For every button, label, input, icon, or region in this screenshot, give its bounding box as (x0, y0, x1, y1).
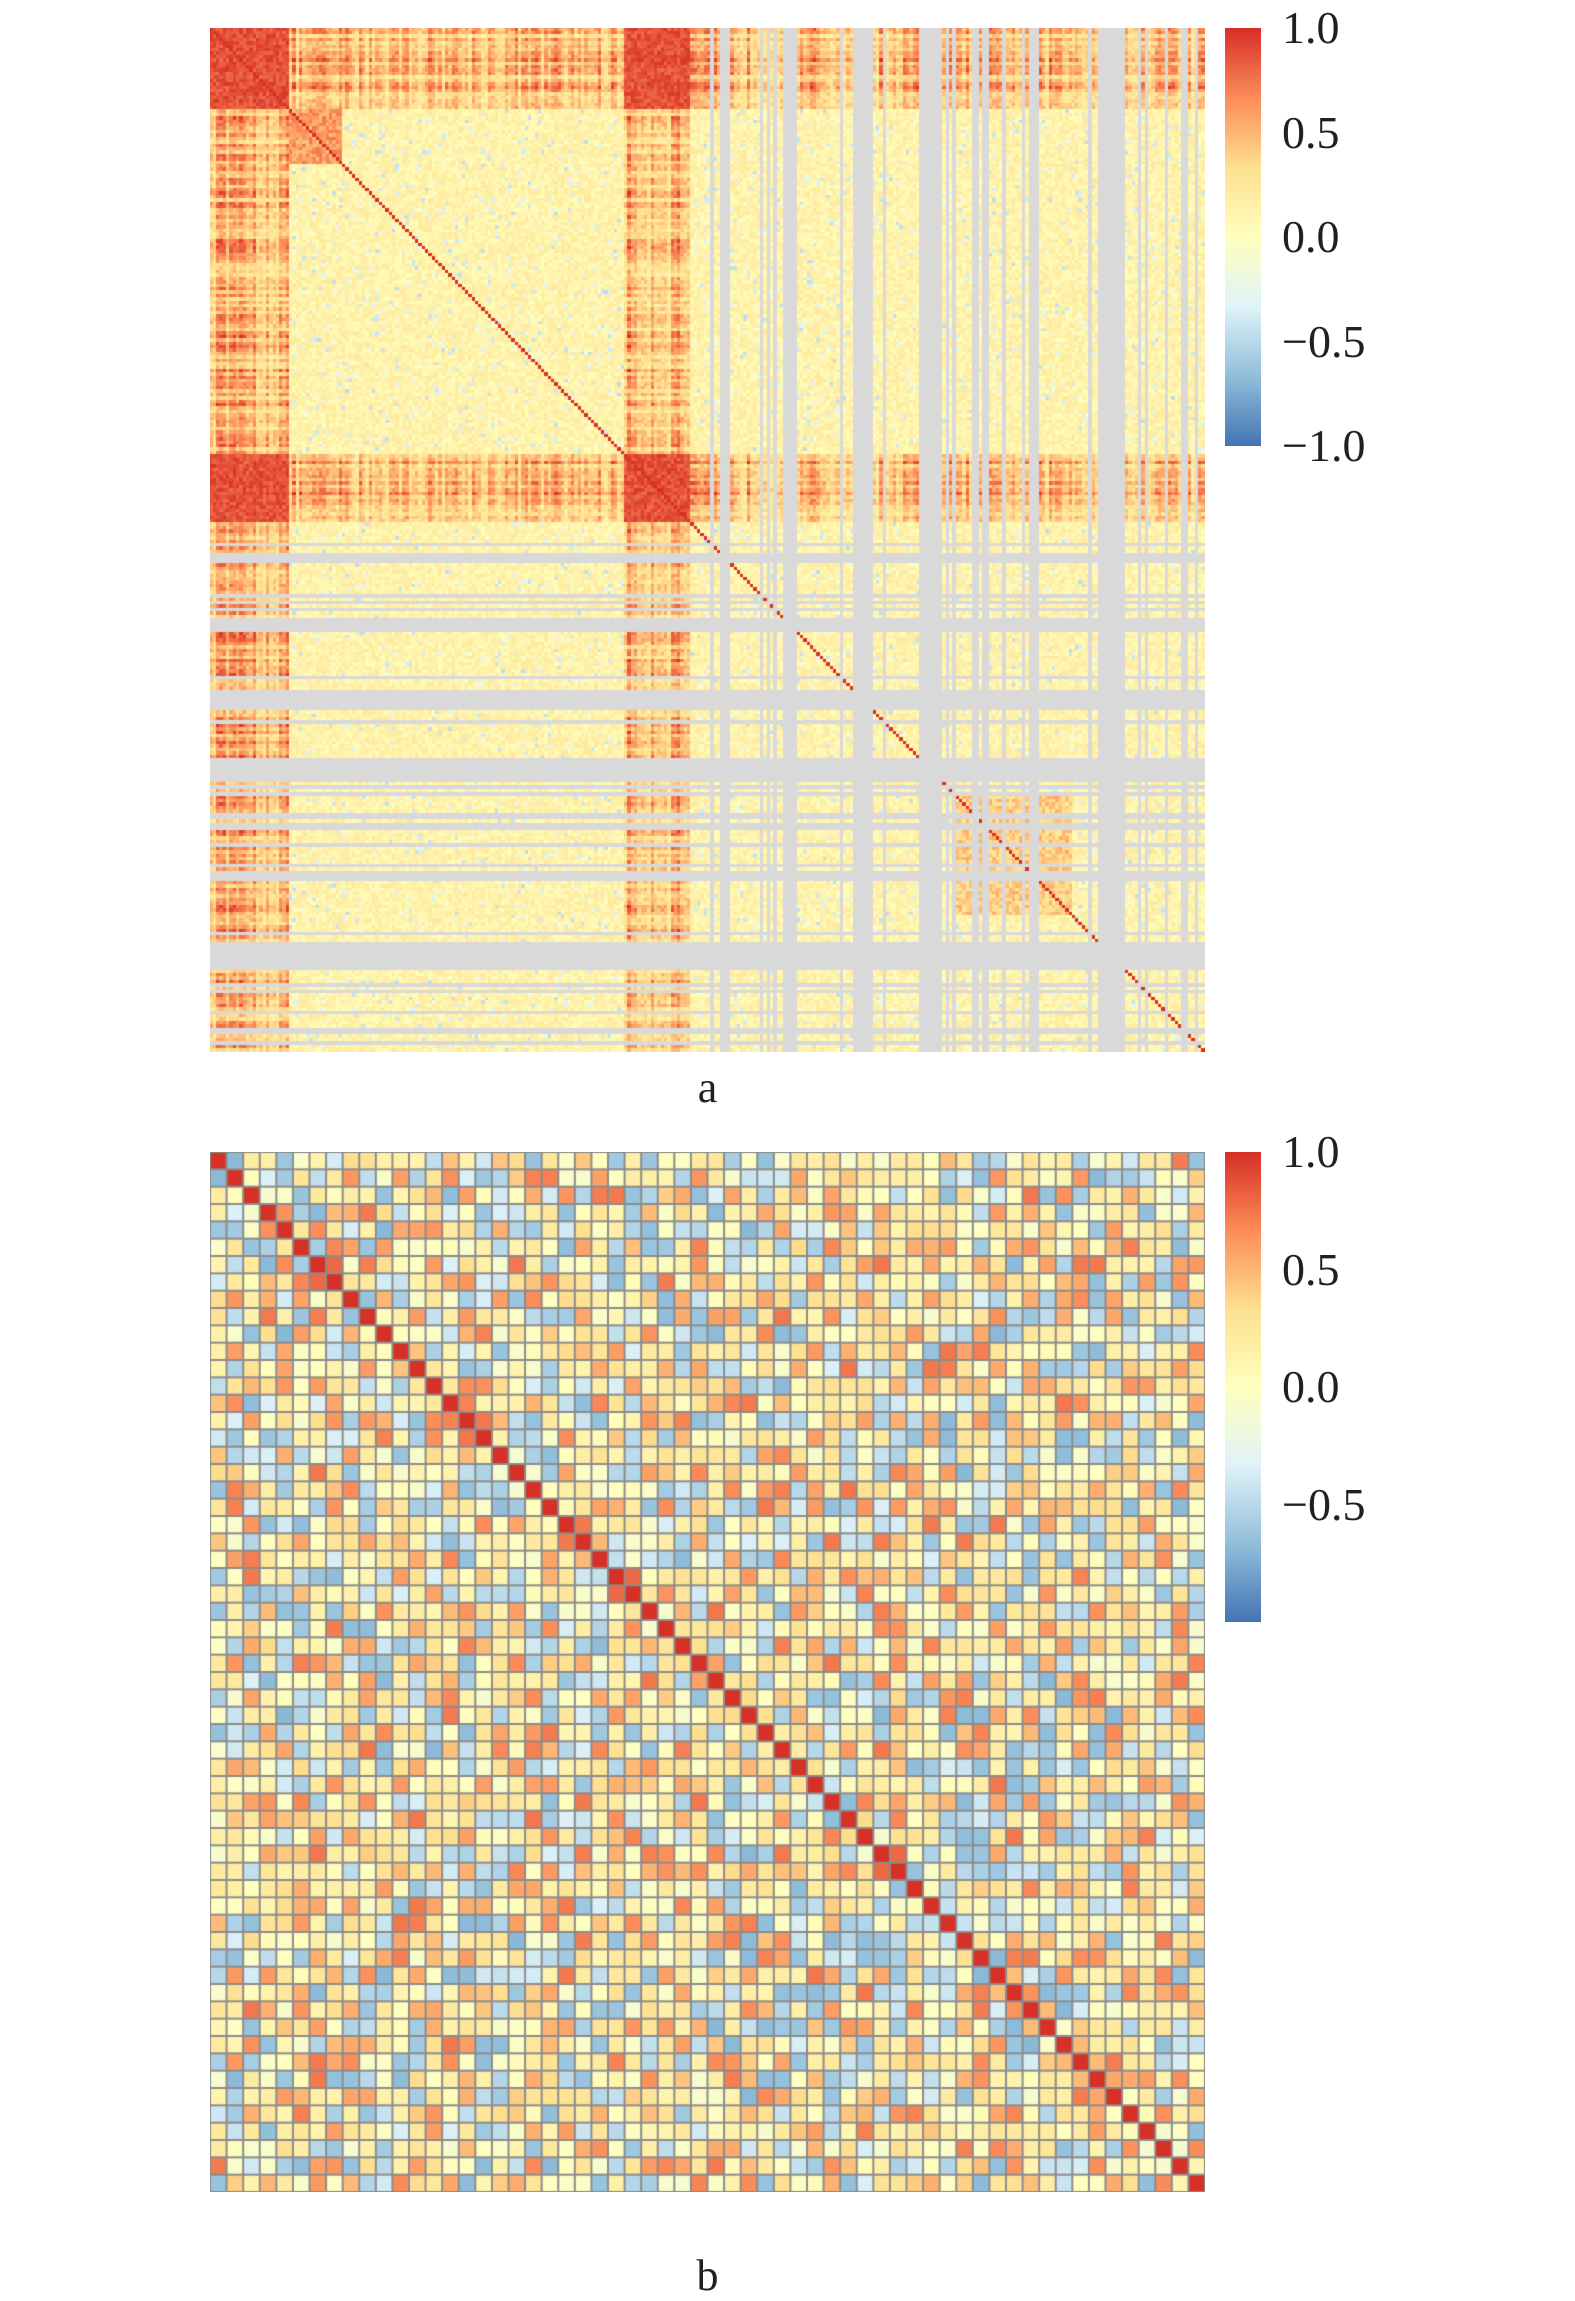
colorbar-tick-label: −0.5 (1282, 1478, 1366, 1530)
heatmap-panel-b: 1.0 0.5 0.0 −0.5 b (0, 1120, 1575, 2300)
colorbar-tick-label: 0.0 (1282, 1361, 1340, 1412)
colorbar-tick-label: 0.5 (1282, 1243, 1340, 1295)
colorbar-tick-label: 0.0 (1282, 211, 1340, 262)
correlation-heatmap-a (210, 28, 1205, 1052)
colorbar-tick-label: −0.5 (1282, 315, 1366, 367)
colorbar-a (1225, 28, 1261, 446)
colorbar-tick-label: 1.0 (1282, 1126, 1340, 1177)
colorbar-tick-label: 1.0 (1282, 2, 1340, 53)
panel-label-b: b (696, 2251, 719, 2300)
colorbar-tick-label: −1.0 (1282, 420, 1366, 471)
panel-label-a: a (697, 1063, 718, 1112)
correlation-heatmap-b (210, 1152, 1205, 2192)
heatmap-panel-a: 1.0 0.5 0.0 −0.5 −1.0 a (0, 0, 1575, 1120)
colorbar-b (1225, 1152, 1261, 1622)
colorbar-tick-label: 0.5 (1282, 106, 1340, 158)
